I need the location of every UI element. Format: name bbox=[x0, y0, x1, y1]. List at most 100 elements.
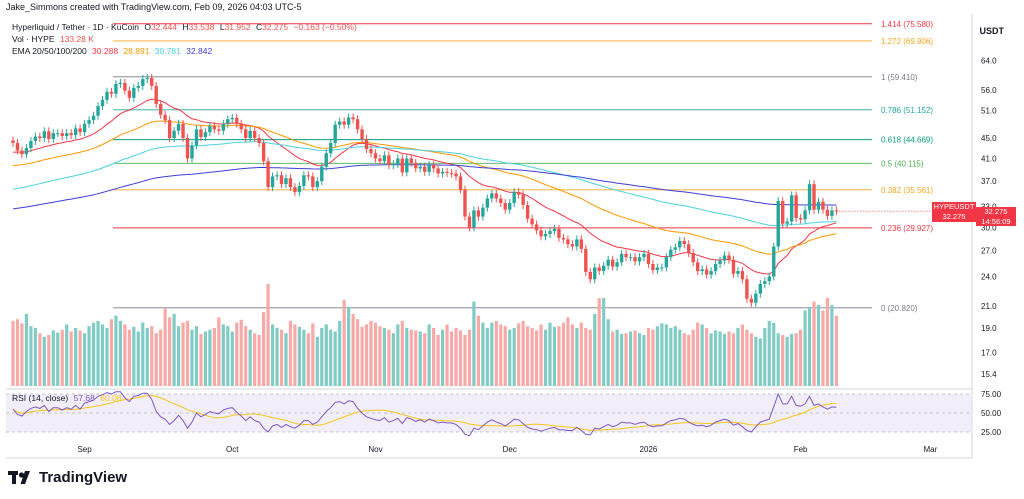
candlesticks bbox=[11, 74, 972, 307]
candle bbox=[678, 237, 682, 252]
candle bbox=[633, 253, 637, 266]
candle-body bbox=[212, 126, 217, 130]
volume-bar bbox=[427, 324, 431, 386]
candle bbox=[288, 174, 293, 192]
time-axis[interactable]: Sep Oct Nov Dec 2026 Feb Mar bbox=[77, 445, 937, 454]
legend-ema-label[interactable]: EMA 20/50/100/200 bbox=[12, 46, 87, 56]
candle bbox=[96, 102, 100, 120]
volume-bar bbox=[74, 327, 78, 386]
candle-body bbox=[91, 115, 96, 121]
candle bbox=[812, 180, 816, 214]
volume-bar bbox=[302, 329, 306, 386]
candle bbox=[208, 122, 212, 137]
candle bbox=[29, 137, 33, 153]
candle bbox=[789, 191, 794, 226]
candle-body bbox=[20, 150, 24, 155]
volume-bar bbox=[713, 330, 718, 386]
price-tick-label: 30.0 bbox=[981, 223, 997, 232]
candle-body bbox=[485, 198, 490, 208]
candle bbox=[114, 80, 118, 98]
volume-bar bbox=[11, 320, 15, 386]
candle-body bbox=[776, 201, 780, 247]
candle-body bbox=[190, 145, 194, 159]
candle bbox=[373, 149, 378, 163]
candle bbox=[575, 235, 579, 251]
candle-body bbox=[145, 77, 149, 80]
volume-bar bbox=[691, 329, 695, 386]
volume-bar bbox=[445, 324, 449, 386]
candle bbox=[105, 87, 109, 104]
volume-bar bbox=[816, 305, 821, 386]
legend-vol-label[interactable]: Vol · HYPE bbox=[12, 34, 55, 44]
volume-bar bbox=[687, 334, 691, 386]
volume-bar bbox=[633, 330, 637, 386]
candle-body bbox=[655, 267, 660, 271]
candle bbox=[311, 172, 315, 192]
candle-body bbox=[185, 137, 190, 159]
candle-body bbox=[709, 271, 713, 275]
candle bbox=[499, 194, 503, 208]
candle bbox=[150, 74, 154, 90]
legend-ema50: 28.891 bbox=[123, 46, 150, 56]
price-tick-label: 56.0 bbox=[981, 86, 997, 95]
candle bbox=[642, 249, 646, 262]
price-axis[interactable]: 64.0 56.0 51.0 45.0 41.0 37.0 33.0 30.0 27.0 24.0… bbox=[981, 56, 997, 379]
candle-body bbox=[109, 91, 114, 94]
candle bbox=[427, 161, 431, 176]
candle-body bbox=[610, 259, 615, 267]
candle-body bbox=[512, 192, 516, 204]
price-tick-label: 21.0 bbox=[981, 302, 997, 311]
tradingview-logo[interactable]: TradingView bbox=[8, 468, 127, 486]
candle bbox=[396, 154, 400, 168]
volume-bars bbox=[11, 283, 838, 386]
candle bbox=[481, 203, 485, 221]
volume-bar bbox=[105, 327, 109, 386]
candle-body bbox=[740, 271, 745, 280]
volume-bar bbox=[767, 320, 771, 386]
candle bbox=[203, 128, 208, 142]
candle-body bbox=[597, 267, 601, 272]
candle bbox=[212, 122, 217, 134]
candle bbox=[38, 132, 42, 142]
volume-bar bbox=[150, 326, 154, 386]
volume-bar bbox=[333, 331, 337, 386]
candle-body bbox=[82, 123, 87, 133]
volume-bar bbox=[682, 333, 686, 386]
candle bbox=[785, 217, 789, 228]
candle-body bbox=[812, 184, 816, 210]
candle-body bbox=[619, 253, 624, 263]
candle-body bbox=[467, 216, 472, 228]
candle bbox=[284, 174, 288, 189]
volume-bar bbox=[311, 323, 315, 386]
rsi-pane: 75.00 50.00 25.00 bbox=[6, 388, 1002, 437]
candle-body bbox=[508, 203, 512, 210]
candle-body bbox=[78, 128, 82, 133]
legend-open: 32.444 bbox=[150, 22, 177, 32]
volume-bar bbox=[476, 315, 480, 386]
volume-bar bbox=[387, 329, 391, 386]
candle bbox=[539, 226, 543, 241]
legend-rsi-label[interactable]: RSI (14, close) bbox=[12, 393, 69, 403]
volume-bar bbox=[382, 327, 387, 386]
candle-body bbox=[570, 244, 575, 247]
rsi-ma-line bbox=[12, 395, 837, 431]
volume-bar bbox=[338, 320, 342, 386]
fib-level-label: 0.786 (51.152) bbox=[881, 106, 933, 115]
volume-bar bbox=[830, 305, 834, 386]
rsi-tick-label: 75.00 bbox=[981, 390, 1002, 399]
candle-body bbox=[830, 210, 834, 216]
volume-bar bbox=[628, 331, 633, 386]
current-price-tag: HYPEUSDT 32.275 bbox=[932, 202, 976, 222]
candle bbox=[185, 134, 190, 163]
tradingview-brand-text: TradingView bbox=[39, 468, 128, 486]
volume-bar bbox=[449, 331, 454, 386]
volume-bar bbox=[15, 319, 20, 386]
candle bbox=[387, 151, 391, 170]
candle bbox=[118, 78, 123, 88]
candle bbox=[781, 197, 785, 228]
legend-symbol[interactable]: Hyperliquid / Tether · 1D · KuCoin bbox=[12, 22, 139, 32]
price-tick-label: 45.0 bbox=[981, 134, 997, 143]
candle bbox=[60, 129, 64, 141]
candle-body bbox=[718, 260, 722, 265]
